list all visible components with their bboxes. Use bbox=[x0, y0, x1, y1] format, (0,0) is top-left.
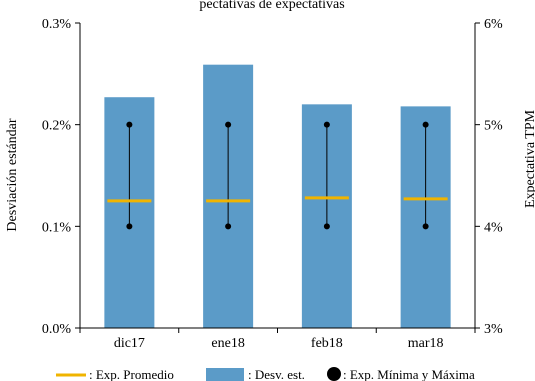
y-tick-label-right: 6% bbox=[484, 17, 503, 32]
y-axis-right: 3% 4% 5% 6% bbox=[475, 17, 503, 337]
x-tick-label: mar18 bbox=[408, 336, 444, 351]
mean-markers bbox=[107, 196, 448, 203]
legend-swatch-std bbox=[206, 368, 244, 381]
max-point-feb18 bbox=[323, 121, 330, 128]
y-axis-left-title: Desviación estándar bbox=[5, 118, 20, 231]
min-point-ene18 bbox=[225, 223, 232, 230]
legend: : Exp. Promedio : Desv. est. : Exp. Míni… bbox=[56, 367, 475, 381]
y-tick-label-right: 4% bbox=[484, 220, 503, 235]
x-tick-label: feb18 bbox=[311, 336, 343, 351]
legend-label-mean: : Exp. Promedio bbox=[89, 367, 174, 381]
x-axis: dic17 ene18 feb18 mar18 bbox=[79, 328, 476, 351]
max-point-ene18 bbox=[225, 121, 232, 128]
y-tick-label-left: 0.0% bbox=[42, 322, 72, 337]
max-point-mar18 bbox=[422, 121, 429, 128]
y-tick-label-right: 5% bbox=[484, 119, 503, 134]
min-point-mar18 bbox=[422, 223, 429, 230]
range-lines bbox=[126, 121, 429, 230]
min-point-dic17 bbox=[126, 223, 133, 230]
x-tick-label: ene18 bbox=[211, 336, 244, 351]
chart-title: pectativas de expectativas bbox=[199, 0, 344, 12]
legend-swatch-range bbox=[327, 367, 341, 381]
max-point-dic17 bbox=[126, 121, 133, 128]
legend-label-range: : Exp. Mínima y Máxima bbox=[343, 367, 475, 381]
y-tick-label-right: 3% bbox=[484, 322, 503, 337]
y-axis-right-title: Expectativa TPM bbox=[523, 109, 535, 208]
bars bbox=[104, 64, 451, 328]
y-tick-label-left: 0.1% bbox=[42, 220, 72, 235]
x-tick-label: dic17 bbox=[114, 336, 145, 351]
y-axis-left: 0.0% 0.1% 0.2% 0.3% bbox=[42, 17, 80, 337]
min-point-feb18 bbox=[323, 223, 330, 230]
y-tick-label-left: 0.2% bbox=[42, 119, 72, 134]
legend-label-std: : Desv. est. bbox=[248, 367, 305, 381]
y-tick-label-left: 0.3% bbox=[42, 17, 72, 32]
